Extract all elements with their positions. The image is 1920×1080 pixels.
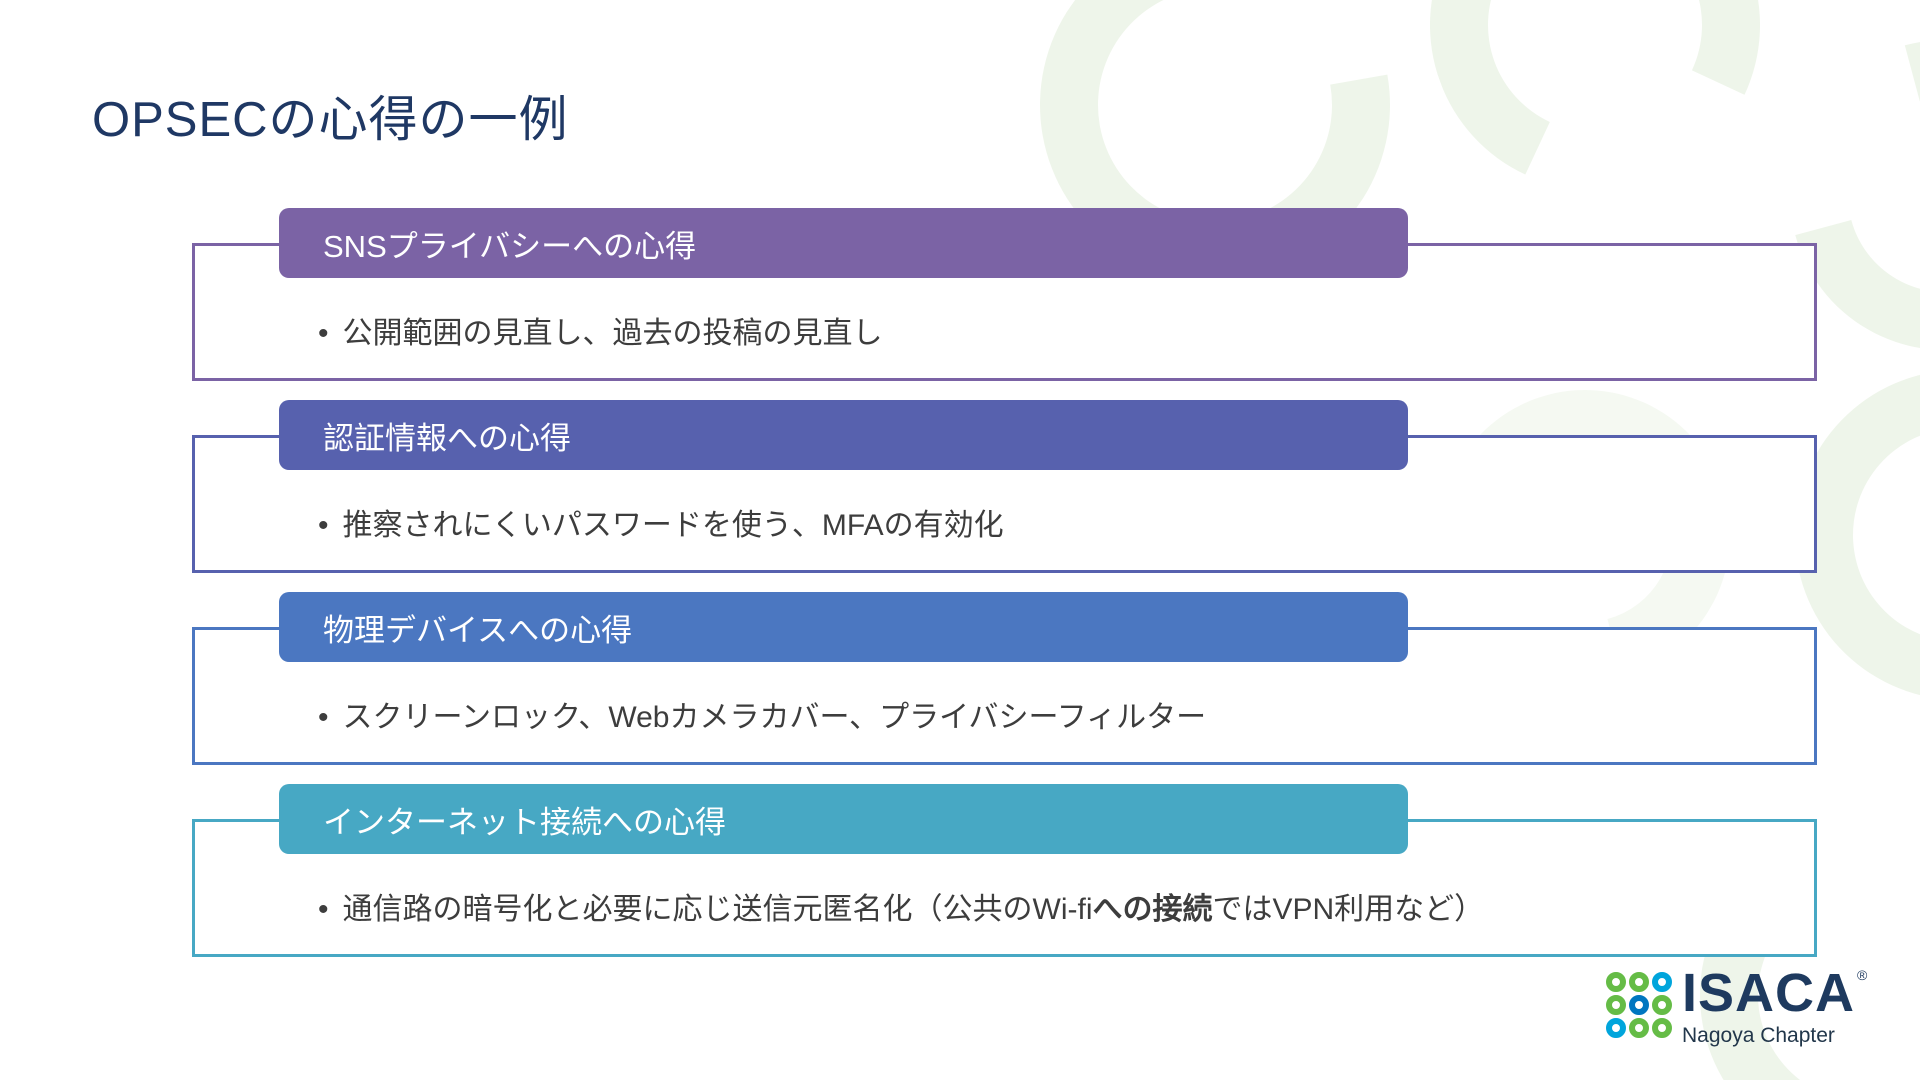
bullet-marker: • xyxy=(318,509,329,542)
isaca-wordmark: ISACA ® xyxy=(1682,966,1868,1020)
bullet-marker: • xyxy=(318,701,329,734)
chapter-subtext: Nagoya Chapter xyxy=(1682,1024,1835,1047)
bullet-text: ではVPN利用など） xyxy=(1212,893,1485,926)
bullet-text: 公開範囲の見直し、過去の投稿の見直し xyxy=(342,317,883,350)
section-bullet: • 通信路の暗号化と必要に応じ送信元匿名化（公共のWi-fiへの接続ではVPN利用… xyxy=(318,884,1484,928)
logo-ring-icon xyxy=(1652,995,1672,1015)
bullet-text: 推察されにくいパスワードを使う、MFAの有効化 xyxy=(342,509,1004,542)
section-physical-device: 物理デバイスへの心得 • スクリーンロック、Webカメラカバー、プライバシーフィル… xyxy=(192,592,1817,765)
section-header-label: 物理デバイスへの心得 xyxy=(323,612,633,648)
bullet-text: 通信路の暗号化と必要に応じ送信元匿名化（公共のWi-fi xyxy=(342,893,1093,926)
section-credentials: 認証情報への心得 • 推察されにくいパスワードを使う、MFAの有効化 xyxy=(192,400,1817,573)
isaca-logo: ISACA ® Nagoya Chapter xyxy=(1606,966,1868,1048)
section-header-label: SNSプライバシーへの心得 xyxy=(323,228,697,264)
section-header-bar: 物理デバイスへの心得 xyxy=(279,592,1408,662)
logo-ring-icon xyxy=(1652,972,1672,992)
watermark-ring-icon xyxy=(1383,0,1807,237)
section-list: SNSプライバシーへの心得 • 公開範囲の見直し、過去の投稿の見直し 認証情報への… xyxy=(192,208,1817,976)
logo-ring-icon xyxy=(1629,972,1649,992)
section-header-bar: インターネット接続への心得 xyxy=(279,784,1408,854)
logo-ring-icon xyxy=(1606,995,1626,1015)
section-sns-privacy: SNSプライバシーへの心得 • 公開範囲の見直し、過去の投稿の見直し xyxy=(192,208,1817,381)
section-bullet: • スクリーンロック、Webカメラカバー、プライバシーフィルター xyxy=(318,692,1206,736)
isaca-mark-icon xyxy=(1606,972,1672,1038)
logo-ring-icon xyxy=(1606,972,1626,992)
section-header-label: 認証情報への心得 xyxy=(323,420,571,456)
section-bullet: • 公開範囲の見直し、過去の投稿の見直し xyxy=(318,308,883,352)
registered-mark: ® xyxy=(1857,967,1869,983)
section-header-bar: 認証情報への心得 xyxy=(279,400,1408,470)
bullet-text: スクリーンロック、Webカメラカバー、プライバシーフィルター xyxy=(342,701,1207,734)
page-title: OPSECの心得の一例 xyxy=(92,93,569,147)
section-header-label: インターネット接続への心得 xyxy=(323,804,726,840)
section-bullet: • 推察されにくいパスワードを使う、MFAの有効化 xyxy=(318,500,1004,544)
logo-ring-icon xyxy=(1629,1018,1649,1038)
bullet-marker: • xyxy=(318,317,329,350)
section-header-bar: SNSプライバシーへの心得 xyxy=(279,208,1408,278)
section-internet-connection: インターネット接続への心得 • 通信路の暗号化と必要に応じ送信元匿名化（公共のWi… xyxy=(192,784,1817,957)
logo-ring-icon xyxy=(1652,1018,1672,1038)
logo-text-block: ISACA ® Nagoya Chapter xyxy=(1682,966,1868,1048)
bullet-text-bold: への接続 xyxy=(1092,893,1213,926)
bullet-marker: • xyxy=(318,893,329,926)
logo-ring-icon xyxy=(1629,995,1649,1015)
isaca-wordmark-text: ISACA xyxy=(1682,963,1856,1023)
logo-ring-icon xyxy=(1606,1018,1626,1038)
